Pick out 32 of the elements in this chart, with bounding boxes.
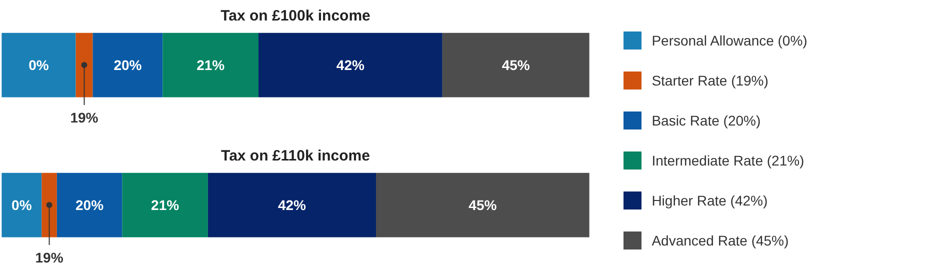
bar [2, 32, 76, 98]
bar [442, 32, 590, 98]
annotation: 20% [114, 57, 142, 74]
bar [2, 172, 42, 238]
annotation: 21% [196, 57, 226, 74]
bar [56, 172, 122, 238]
legend-label: Advanced Rate (45%) [652, 232, 789, 248]
legend-label: Higher Rate (42%) [652, 192, 768, 208]
legend-label: Intermediate Rate (21%) [652, 152, 804, 168]
bar [42, 172, 57, 238]
bar [208, 172, 376, 238]
bar [92, 32, 163, 98]
bar [376, 172, 590, 238]
text: 19% [35, 249, 64, 266]
annotation: 0% [28, 57, 50, 74]
chart-title: Tax on £100k income [220, 8, 370, 24]
legend-label: Basic Rate (20%) [652, 112, 761, 128]
annotation: 45% [468, 197, 498, 214]
annotation: 45% [502, 57, 530, 74]
bar [122, 172, 208, 238]
annotation: 21% [151, 197, 180, 214]
legend-label: Starter Rate (19%) [652, 72, 768, 88]
annotation: 42% [336, 57, 366, 74]
bar [258, 32, 442, 98]
annotation: 0% [12, 197, 32, 214]
bar [76, 32, 93, 98]
text: 19% [70, 109, 99, 126]
legend-label: Personal Allowance (0%) [652, 32, 808, 48]
bar [162, 32, 258, 98]
annotation: 42% [278, 197, 307, 214]
chart-title: Tax on £110k income [221, 148, 370, 164]
annotation: 20% [76, 197, 104, 214]
